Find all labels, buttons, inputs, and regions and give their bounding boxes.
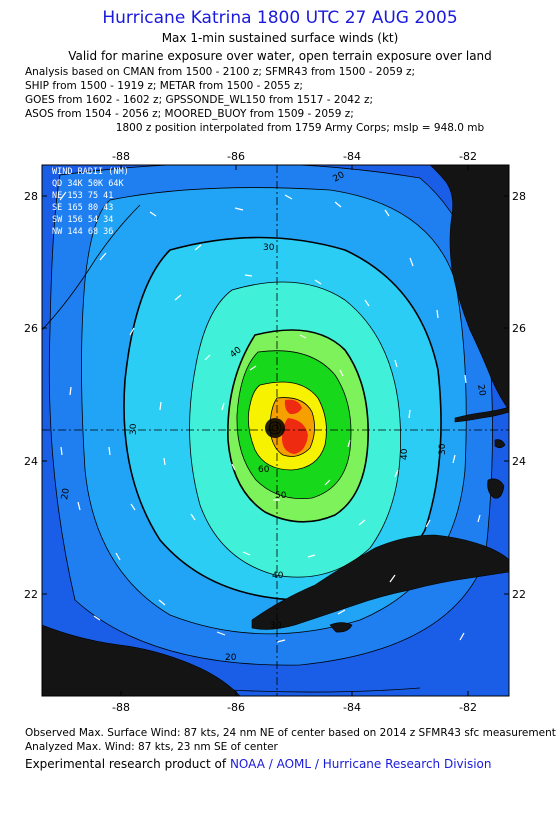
contour-label-60: 60 <box>258 465 270 475</box>
page-title: Hurricane Katrina 1800 UTC 27 AUG 2005 <box>102 8 458 28</box>
analysis-line-3: GOES from 1602 - 1602 z; GPSSONDE_WL150 … <box>25 94 374 106</box>
subtitle: Max 1-min sustained surface winds (kt) <box>161 31 399 45</box>
contour-label-30-bottom: 30 <box>270 621 282 631</box>
credit-line: Experimental research product of NOAA / … <box>25 757 492 771</box>
wind-radii-row-ne: NE 153 75 41 <box>52 191 113 201</box>
cuba <box>251 534 509 630</box>
contour-label-20-bottom: 20 <box>225 653 237 663</box>
contour-label-40-bottom: 40 <box>272 571 284 581</box>
wind-zone-85 <box>282 418 308 454</box>
analysis-line-4: ASOS from 1504 - 2056 z; MOORED_BUOY fro… <box>25 108 354 120</box>
analyzed-max-wind: Analyzed Max. Wind: 87 kts, 23 nm SE of … <box>25 741 278 753</box>
wind-radii-row-nw: NW 144 68 36 <box>52 227 113 237</box>
lon-label-bottom-88: -88 <box>112 701 130 714</box>
wind-radii-table: WIND RADII (NM) QD 34K 50K 64K NE 153 75… <box>52 167 129 237</box>
lon-label-bottom-84: -84 <box>343 701 361 714</box>
lon-label-top-84: -84 <box>343 150 361 163</box>
plot-frame <box>41 164 510 697</box>
lon-label-bottom-86: -86 <box>227 701 245 714</box>
eye-core <box>265 418 285 438</box>
lat-label-right-26: 26 <box>512 322 526 335</box>
contour-label-30-top: 30 <box>263 243 275 253</box>
lat-label-right-24: 24 <box>512 455 526 468</box>
contour-label-20-right: 20 <box>475 384 487 397</box>
lat-label-right-22: 22 <box>512 588 526 601</box>
wind-radii-title: WIND RADII (NM) <box>52 167 129 177</box>
yucatan-peninsula <box>42 624 241 696</box>
center-crosshair <box>42 165 509 696</box>
lat-label-left-28: 28 <box>24 190 38 203</box>
tick-marks <box>42 165 509 696</box>
wind-field <box>42 165 509 696</box>
contour-label-50: 50 <box>275 491 287 501</box>
contour-label-30-right: 30 <box>438 443 448 455</box>
contour-label-40-right: 40 <box>400 448 410 460</box>
lat-label-left-26: 26 <box>24 322 38 335</box>
observed-max-wind: Observed Max. Surface Wind: 87 kts, 24 n… <box>25 727 556 739</box>
lat-label-left-24: 24 <box>24 455 38 468</box>
contour-label-20-left: 20 <box>60 487 72 500</box>
wind-zone-85-ne <box>284 399 302 415</box>
wind-radii-header: QD 34K 50K 64K <box>52 179 125 189</box>
wind-radii-row-se: SE 165 80 43 <box>52 203 113 213</box>
bahamas-andros <box>487 478 505 499</box>
contour-labels: 20 20 20 20 30 30 30 30 40 40 40 50 60 <box>60 170 487 663</box>
lon-label-top-86: -86 <box>227 150 245 163</box>
validity-note: Valid for marine exposure over water, op… <box>68 49 492 63</box>
analysis-line-2: SHIP from 1500 - 1919 z; METAR from 1500… <box>25 80 303 92</box>
wind-radii-row-sw: SW 156 54 34 <box>52 215 113 225</box>
wind-vectors <box>59 191 481 643</box>
position-note: 1800 z position interpolated from 1759 A… <box>115 122 485 134</box>
lon-label-top-82: -82 <box>459 150 477 163</box>
contour-label-30-left: 30 <box>129 423 139 435</box>
bahamas-small <box>494 439 506 449</box>
coastlines <box>42 165 509 696</box>
lon-label-top-88: -88 <box>112 150 130 163</box>
florida-keys <box>454 406 509 423</box>
analysis-line-1: Analysis based on CMAN from 1500 - 2100 … <box>25 66 416 78</box>
isle-of-youth <box>329 622 353 633</box>
florida-peninsula <box>429 165 509 411</box>
lon-label-bottom-82: -82 <box>459 701 477 714</box>
credit-organization[interactable]: NOAA / AOML / Hurricane Research Divisio… <box>229 757 492 771</box>
credit-prefix: Experimental research product of <box>25 757 227 771</box>
lat-label-left-22: 22 <box>24 588 38 601</box>
lat-label-right-28: 28 <box>512 190 526 203</box>
